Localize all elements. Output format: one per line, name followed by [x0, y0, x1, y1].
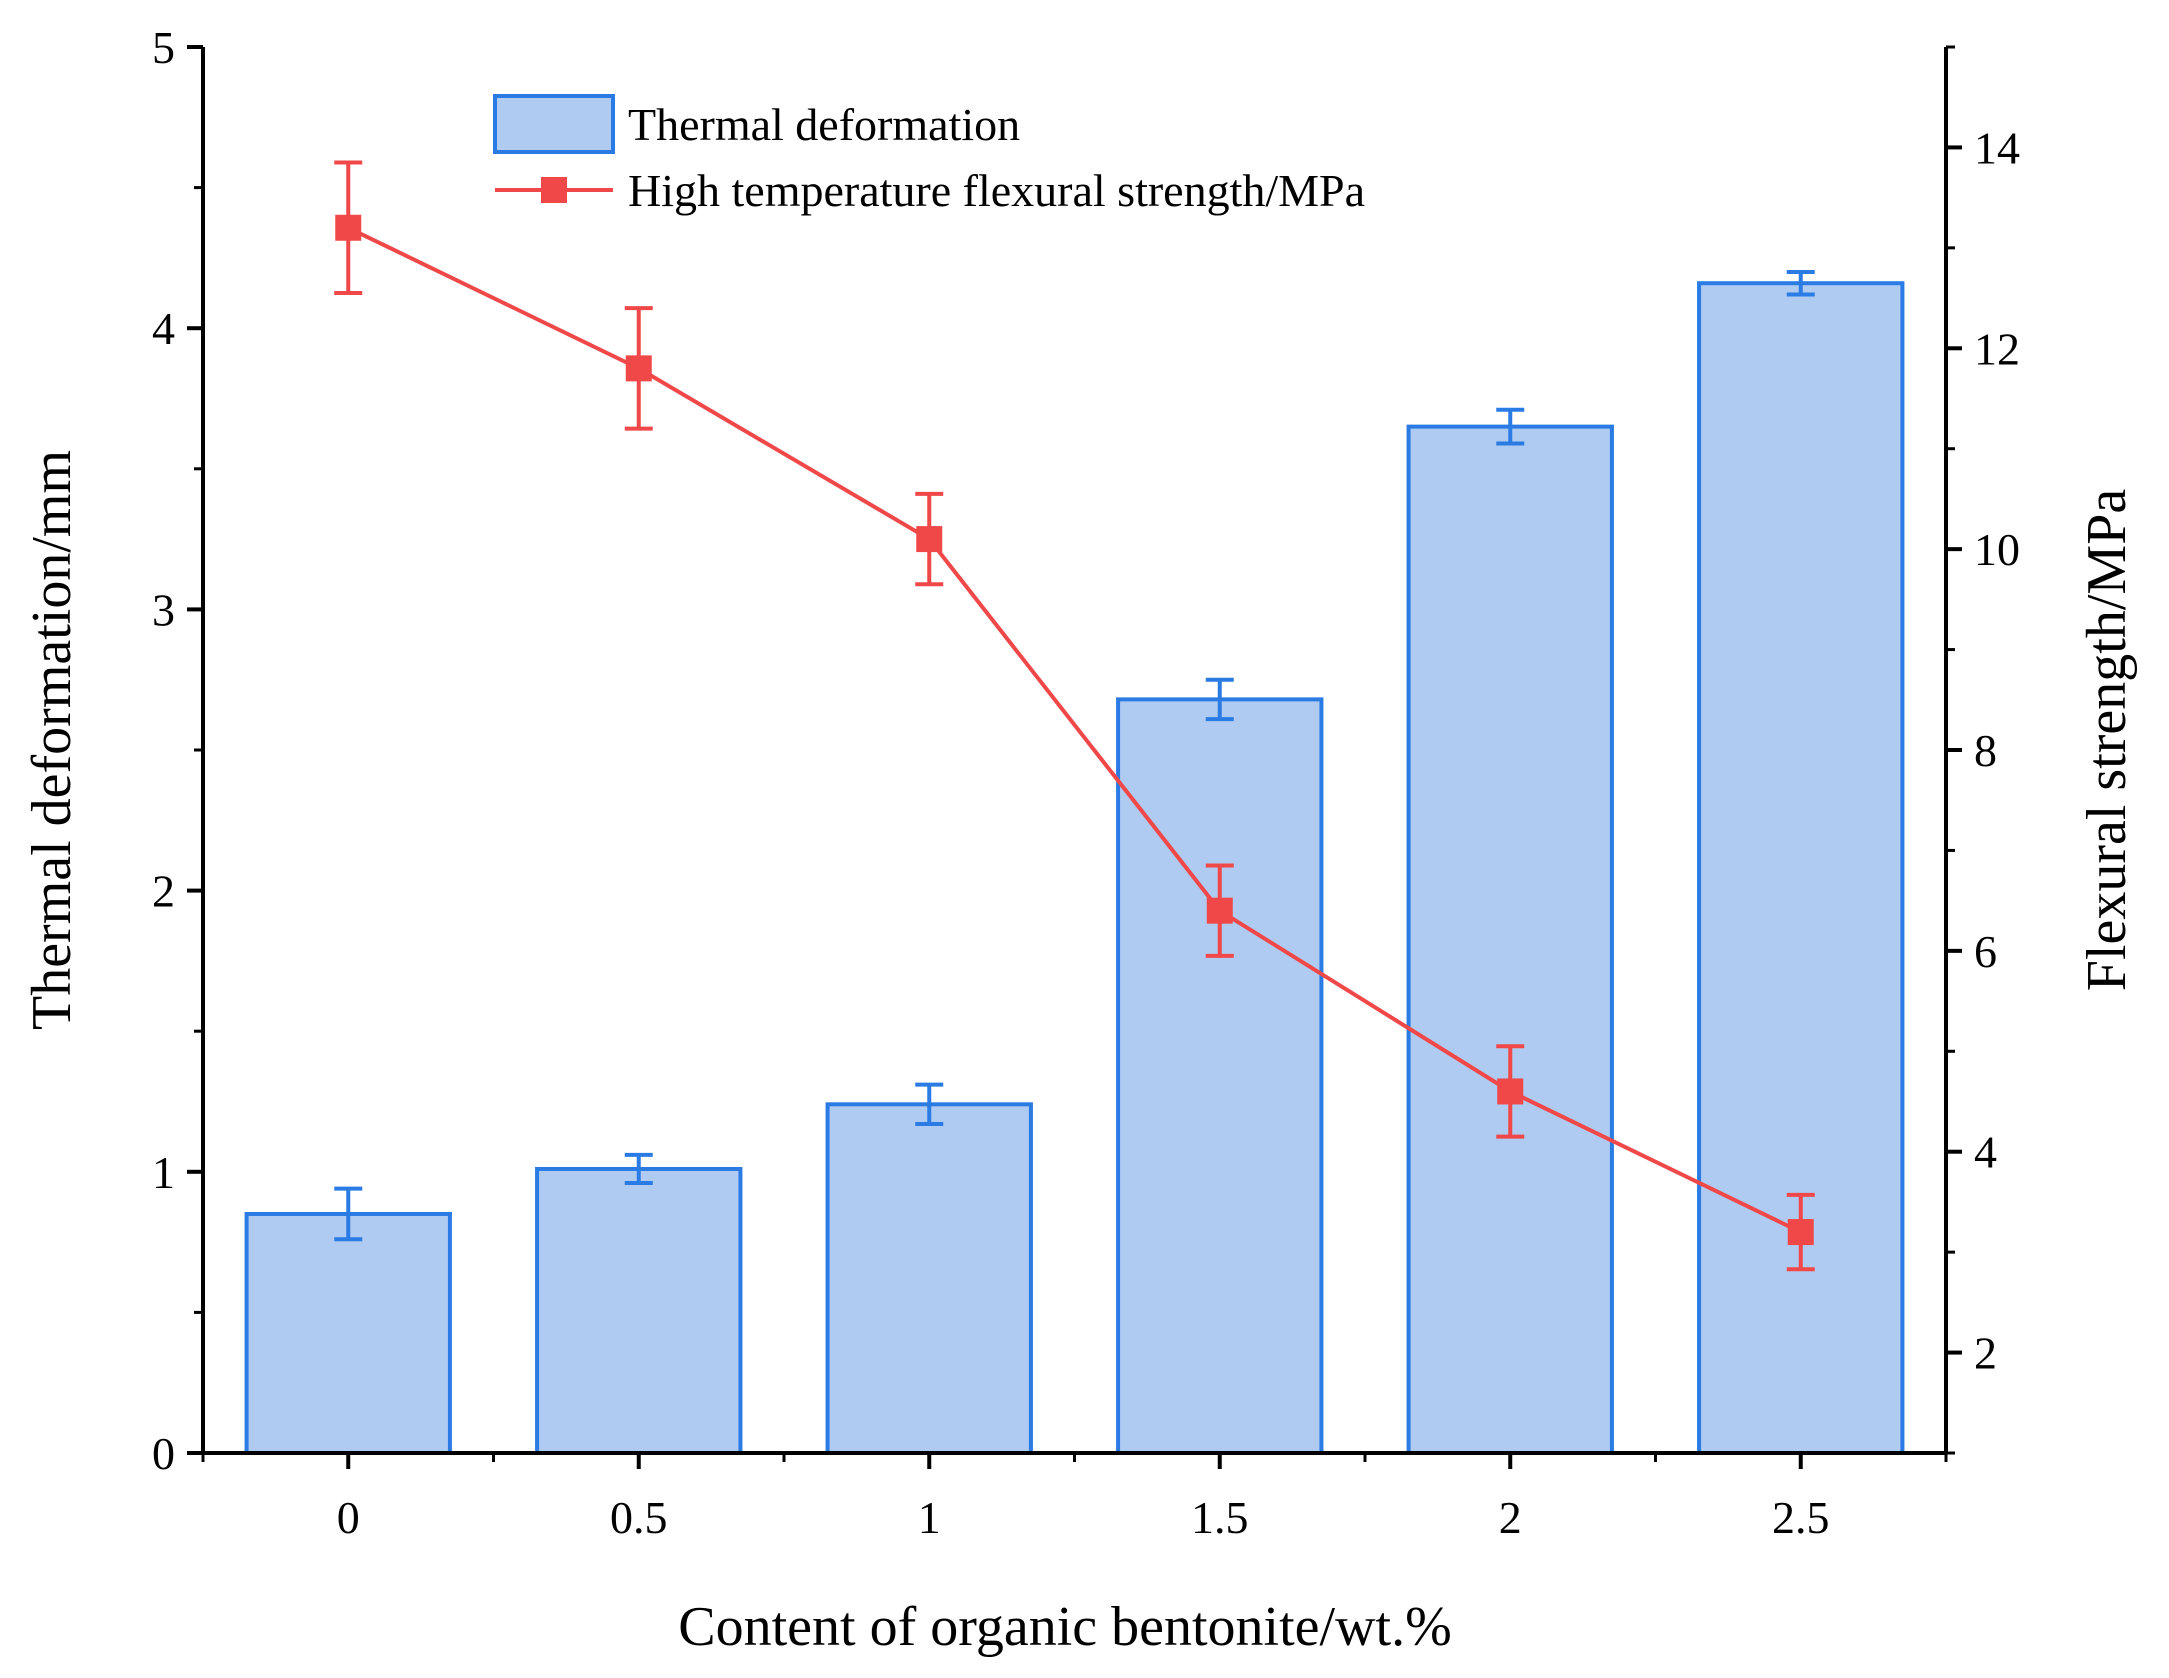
legend-line-marker	[541, 177, 567, 203]
line-point-2	[1497, 1078, 1524, 1105]
x-tick-label-0.5: 0.5	[610, 1492, 668, 1543]
right-tick-label-6: 6	[1974, 926, 1997, 977]
left-tick-label-4: 4	[152, 303, 175, 354]
right-tick-label-14: 14	[1974, 122, 2020, 173]
left-tick-label-3: 3	[152, 584, 175, 635]
line-point-2.5	[1787, 1219, 1814, 1246]
bar-0	[244, 1211, 452, 1455]
left-tick-label-2: 2	[152, 866, 175, 917]
bar-0.5	[535, 1166, 743, 1456]
x-axis-title: Content of organic bentonite/wt.%	[678, 1596, 1451, 1658]
bar-1	[825, 1102, 1033, 1455]
bars-layer	[244, 269, 1905, 1456]
left-tick-label-1: 1	[152, 1147, 175, 1198]
x-tick-label-1: 1	[918, 1492, 941, 1543]
line-point-0.5	[625, 355, 652, 382]
legend-bar-label: Thermal deformation	[628, 99, 1020, 150]
legend-line-label: High temperature flexural strength/MPa	[628, 165, 1365, 216]
right-tick-label-10: 10	[1974, 524, 2020, 575]
legend: Thermal deformation High temperature fle…	[493, 94, 1365, 216]
frame-layer	[187, 45, 1962, 1469]
right-tick-label-12: 12	[1974, 323, 2020, 374]
line-layer	[334, 160, 1815, 1272]
left-tick-label-0: 0	[152, 1428, 175, 1479]
x-tick-label-2.5: 2.5	[1772, 1492, 1830, 1543]
flexural-strength-line	[347, 225, 1802, 1234]
bar-2.5	[1697, 281, 1905, 1455]
bar-2	[1406, 424, 1614, 1455]
legend-bar-swatch	[493, 94, 615, 154]
x-tick-label-1.5: 1.5	[1191, 1492, 1249, 1543]
right-tick-label-2: 2	[1974, 1328, 1997, 1379]
bar-1.5	[1116, 697, 1324, 1455]
x-tick-label-2: 2	[1499, 1492, 1522, 1543]
line-point-0	[335, 214, 362, 241]
left-axis-title: Thermal deformation/mm	[21, 450, 83, 1030]
line-point-1.5	[1206, 897, 1233, 924]
right-tick-label-4: 4	[1974, 1127, 1997, 1178]
left-tick-label-5: 5	[152, 22, 175, 73]
x-tick-label-0: 0	[337, 1492, 360, 1543]
right-tick-label-8: 8	[1974, 725, 1997, 776]
right-axis-title: Flexural strength/MPa	[2076, 489, 2138, 992]
line-point-1	[916, 526, 943, 553]
